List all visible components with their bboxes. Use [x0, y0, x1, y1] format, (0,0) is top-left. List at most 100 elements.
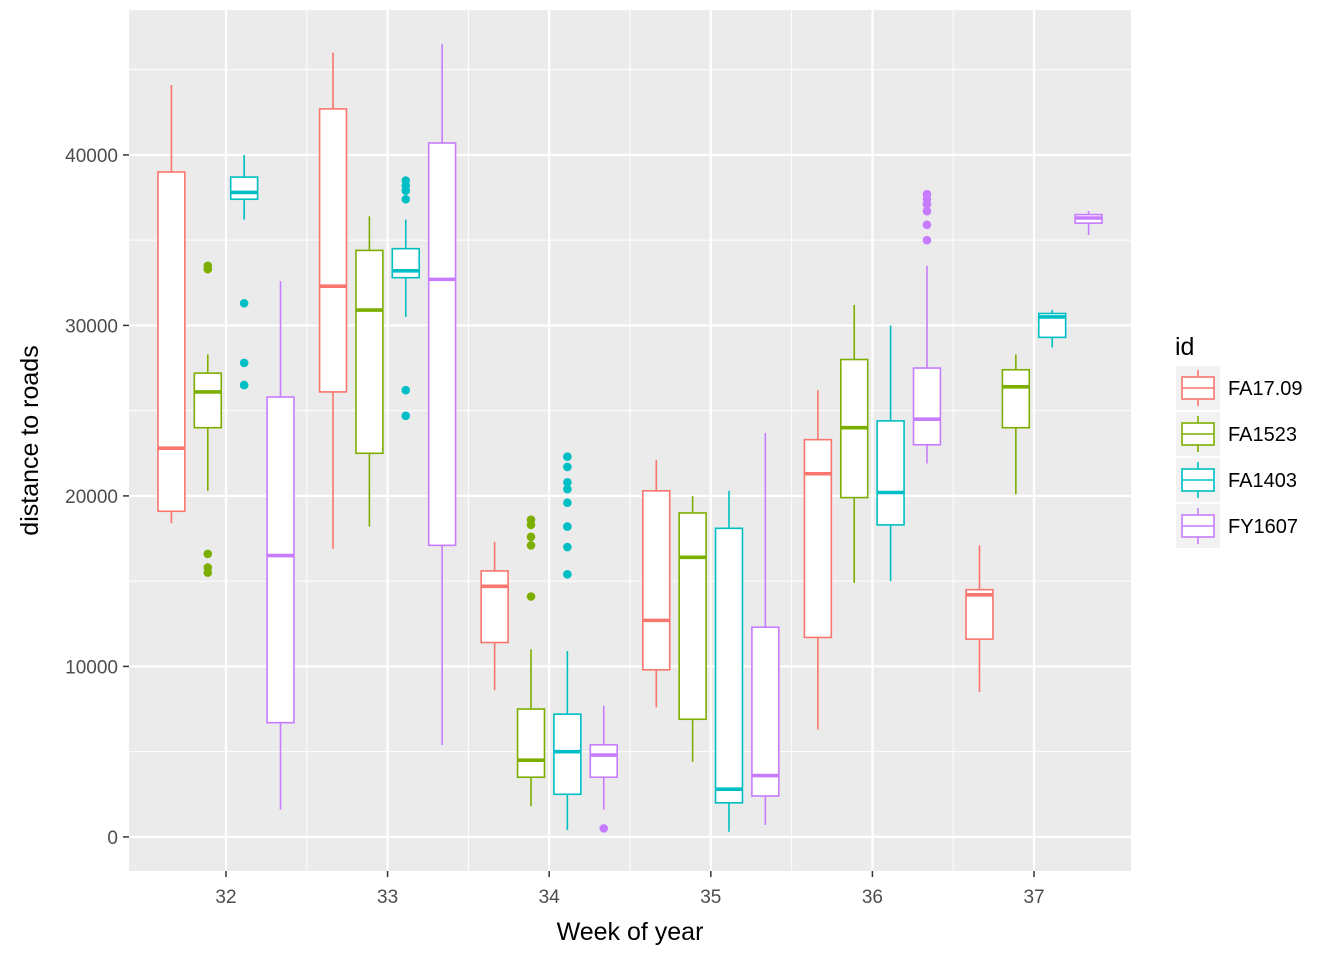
legend-key-FA17.09: [1176, 366, 1220, 410]
box-iqr: [553, 713, 582, 796]
box-FY1607-week-33: [427, 44, 457, 745]
outlier-point: [599, 824, 609, 833]
x-tick-label: 33: [377, 887, 398, 908]
outlier-point: [401, 186, 411, 196]
outlier-point: [401, 385, 411, 395]
box-iqr: [965, 588, 994, 640]
box-iqr: [803, 438, 833, 639]
y-axis-title: distance to roads: [16, 345, 44, 535]
legend-title: id: [1175, 333, 1194, 361]
box-FA1523-week-33: [355, 216, 384, 527]
box-iqr: [1037, 312, 1067, 339]
box-FA1523-week-32: [193, 261, 223, 577]
legend-label: FA17.09: [1228, 378, 1303, 400]
box-FA17.09-week-36: [803, 390, 833, 730]
grid-lines: [129, 10, 1131, 871]
box-iqr: [318, 108, 348, 393]
x-tick-label: 34: [539, 887, 561, 908]
y-tick-label: 40000: [65, 146, 118, 167]
outlier-point: [563, 484, 572, 494]
outlier-point: [563, 452, 572, 461]
y-tick-label: 30000: [65, 316, 118, 337]
box-FA17.09-week-33: [318, 52, 348, 549]
box-FA1523-week-37: [1001, 354, 1031, 495]
box-iqr: [480, 570, 509, 644]
box-FY1607-week-32: [266, 281, 295, 810]
outlier-point: [239, 380, 249, 390]
box-FA17.09-week-35: [642, 460, 671, 708]
box-FY1607-week-37: [1074, 211, 1103, 236]
box-iqr: [427, 142, 457, 547]
box-FA17.09-week-34: [480, 541, 509, 691]
outlier-point: [922, 206, 932, 216]
outlier-point: [203, 264, 213, 274]
box-FA1403-week-34: [553, 452, 582, 831]
legend-label: FA1523: [1228, 424, 1297, 446]
box-FA17.09-week-37: [965, 545, 994, 692]
outlier-point: [922, 200, 932, 209]
outlier-point: [563, 570, 572, 579]
axes: 0 10000 20000 30000 40000 32 33 34 35 36 37 Week of…: [16, 146, 1045, 946]
outlier-point: [563, 462, 572, 472]
outlier-point: [563, 522, 572, 531]
legend-key-FY1607: [1176, 504, 1220, 548]
outlier-point: [526, 520, 536, 530]
box-iqr: [193, 372, 223, 429]
x-tick-label: 36: [862, 887, 883, 908]
legend-key-FA1523: [1176, 412, 1220, 456]
outlier-point: [526, 541, 536, 550]
x-tick-label: 37: [1023, 887, 1044, 908]
x-tick-label: 35: [700, 887, 721, 908]
legend-label: FY1607: [1228, 516, 1298, 538]
outlier-point: [922, 220, 932, 230]
outlier-point: [563, 477, 572, 487]
box-layer: [157, 44, 1103, 833]
box-iqr: [589, 744, 618, 779]
box-FA1403-week-37: [1037, 310, 1067, 348]
outlier-point: [526, 592, 536, 601]
box-iqr: [266, 396, 295, 724]
x-tick-label: 32: [215, 887, 236, 908]
x-axis-title: Week of year: [557, 918, 704, 946]
y-tick-label: 10000: [65, 657, 118, 678]
box-iqr: [516, 708, 546, 779]
box-iqr: [714, 527, 744, 804]
box-FA1403-week-32: [229, 154, 259, 390]
legend: id FA17.09 FA1523 FA1403 FY1607: [1175, 333, 1303, 548]
box-iqr: [157, 171, 186, 513]
box-iqr: [1001, 368, 1031, 429]
box-iqr: [642, 489, 671, 671]
outlier-point: [239, 298, 249, 308]
legend-label: FA1403: [1228, 470, 1297, 492]
box-iqr: [912, 367, 942, 446]
box-FA17.09-week-32: [157, 85, 186, 524]
box-iqr: [678, 512, 707, 721]
outlier-point: [563, 498, 572, 508]
outlier-point: [239, 358, 249, 368]
outlier-point: [203, 549, 213, 559]
legend-key-FA1403: [1176, 458, 1220, 502]
outlier-point: [203, 568, 213, 577]
box-FA1403-week-36: [876, 325, 905, 582]
box-FA1403-week-33: [391, 176, 421, 421]
box-FA1523-week-35: [678, 495, 707, 762]
outlier-point: [526, 532, 536, 542]
y-tick-label: 20000: [65, 487, 118, 508]
box-iqr: [876, 420, 905, 526]
outlier-point: [922, 235, 932, 245]
outlier-point: [401, 411, 411, 421]
y-tick-label: 0: [107, 828, 118, 849]
box-FA1403-week-35: [714, 490, 744, 832]
outlier-point: [563, 542, 572, 552]
box-FA1523-week-36: [839, 304, 869, 583]
box-FY1607-week-36: [912, 189, 942, 464]
box-iqr: [391, 247, 421, 279]
box-iqr: [751, 626, 780, 797]
box-iqr: [229, 176, 259, 201]
box-iqr: [355, 249, 384, 455]
box-FY1607-week-35: [751, 432, 780, 825]
box-FA1523-week-34: [516, 515, 546, 807]
outlier-point: [401, 194, 411, 204]
box-FY1607-week-34: [589, 705, 618, 833]
